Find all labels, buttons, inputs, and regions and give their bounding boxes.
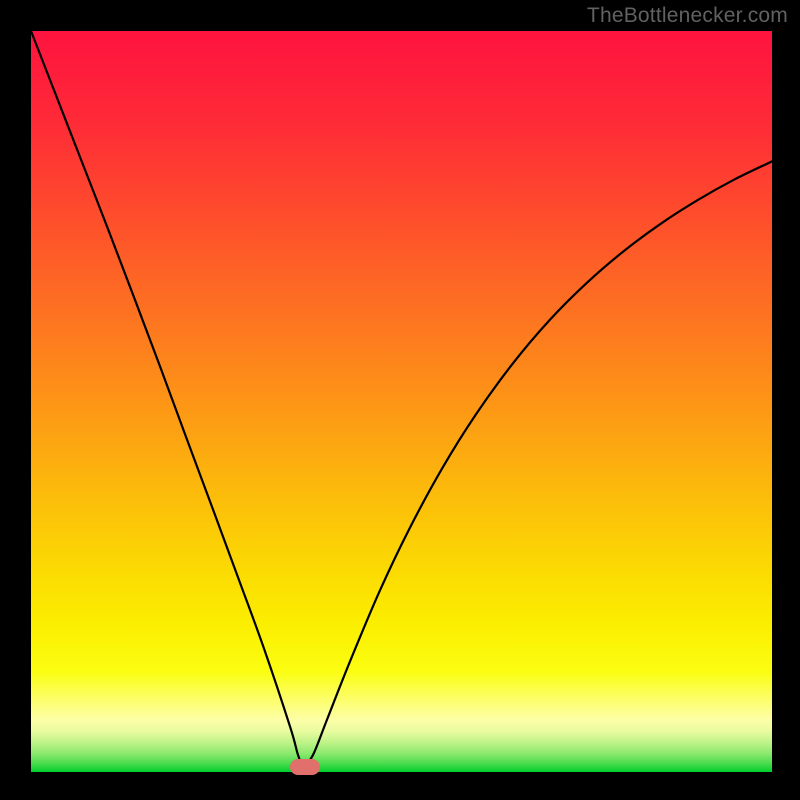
optimum-marker — [290, 759, 320, 775]
bottleneck-curve — [31, 31, 772, 772]
plot-area — [31, 31, 772, 772]
chart-frame: TheBottlenecker.com — [0, 0, 800, 800]
watermark-text: TheBottlenecker.com — [587, 4, 788, 28]
